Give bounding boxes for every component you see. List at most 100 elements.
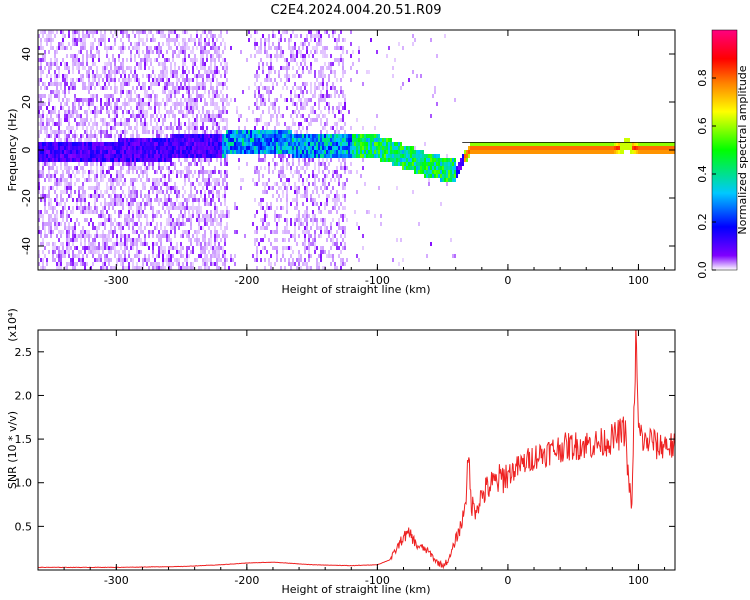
heatmap-cell — [164, 198, 166, 202]
heatmap-cell — [196, 234, 198, 238]
heatmap-cell — [336, 150, 338, 154]
heatmap-cell — [204, 66, 206, 70]
heatmap-cell — [212, 42, 214, 46]
heatmap-cell — [190, 78, 192, 82]
heatmap-cell — [150, 230, 152, 234]
heatmap-cell — [378, 186, 380, 190]
heatmap-cell — [38, 146, 40, 150]
heatmap-cell — [86, 34, 88, 38]
heatmap-cell — [112, 190, 114, 194]
heatmap-cell — [228, 102, 230, 106]
heatmap-cell — [196, 78, 198, 82]
heatmap-cell — [222, 138, 224, 142]
heatmap-cell — [68, 250, 70, 254]
heatmap-cell — [66, 102, 68, 106]
heatmap-cell — [306, 190, 308, 194]
heatmap-cell — [80, 230, 82, 234]
heatmap-cell — [362, 150, 364, 154]
heatmap-cell — [62, 42, 64, 46]
heatmap-cell — [54, 62, 56, 66]
heatmap-cell — [116, 178, 118, 182]
heatmap-cell — [168, 206, 170, 210]
heatmap-cell — [84, 178, 86, 182]
heatmap-cell — [208, 226, 210, 230]
heatmap-cell — [84, 170, 86, 174]
heatmap-cell — [198, 226, 200, 230]
heatmap-cell — [310, 142, 312, 146]
heatmap-cell — [346, 50, 348, 54]
heatmap-cell — [104, 46, 106, 50]
heatmap-cell — [344, 106, 346, 110]
heatmap-cell — [124, 30, 126, 34]
heatmap-cell — [64, 46, 66, 50]
heatmap-cell — [74, 190, 76, 194]
heatmap-cell — [160, 242, 162, 246]
heatmap-cell — [90, 218, 92, 222]
heatmap-cell — [252, 142, 254, 146]
heatmap-cell — [90, 186, 92, 190]
heatmap-cell — [92, 122, 94, 126]
heatmap-cell — [134, 70, 136, 74]
heatmap-cell — [44, 178, 46, 182]
heatmap-cell — [276, 206, 278, 210]
heatmap-cell — [268, 70, 270, 74]
heatmap-cell — [56, 234, 58, 238]
heatmap-cell — [170, 186, 172, 190]
heatmap-cell — [318, 82, 320, 86]
heatmap-cell — [278, 170, 280, 174]
heatmap-cell — [100, 134, 102, 138]
heatmap-cell — [202, 262, 204, 266]
heatmap-cell — [260, 98, 262, 102]
heatmap-cell — [202, 30, 204, 34]
heatmap-cell — [54, 170, 56, 174]
heatmap-cell — [170, 214, 172, 218]
heatmap-cell — [180, 154, 182, 158]
heatmap-cell — [238, 138, 240, 142]
heatmap-cell — [288, 182, 290, 186]
heatmap-cell — [142, 242, 144, 246]
heatmap-cell — [256, 142, 258, 146]
heatmap-cell — [160, 134, 162, 138]
heatmap-cell — [116, 170, 118, 174]
heatmap-cell — [114, 70, 116, 74]
heatmap-cell — [262, 70, 264, 74]
heatmap-cell — [316, 86, 318, 90]
heatmap-cell — [104, 70, 106, 74]
heatmap-cell — [144, 158, 146, 162]
heatmap-cell — [90, 134, 92, 138]
heatmap-cell — [284, 218, 286, 222]
heatmap-cell — [92, 226, 94, 230]
heatmap-cell — [92, 150, 94, 154]
heatmap-cell — [130, 158, 132, 162]
heatmap-cell — [174, 146, 176, 150]
heatmap-cell — [178, 258, 180, 262]
heatmap-cell — [52, 158, 54, 162]
heatmap-cell — [106, 266, 108, 270]
heatmap-cell — [114, 90, 116, 94]
heatmap-cell — [286, 70, 288, 74]
heatmap-cell — [48, 250, 50, 254]
heatmap-cell — [352, 150, 354, 154]
heatmap-cell — [130, 54, 132, 58]
heatmap-cell — [336, 202, 338, 206]
heatmap-cell — [306, 262, 308, 266]
heatmap-cell — [282, 150, 284, 154]
heatmap-cell — [206, 78, 208, 82]
heatmap-cell — [72, 238, 74, 242]
heatmap-cell — [56, 82, 58, 86]
heatmap-cell — [226, 206, 228, 210]
heatmap-cell — [186, 246, 188, 250]
heatmap-cell — [62, 218, 64, 222]
heatmap-cell — [204, 50, 206, 54]
heatmap-cell — [320, 90, 322, 94]
heatmap-cell — [122, 250, 124, 254]
heatmap-cell — [190, 154, 192, 158]
heatmap-cell — [76, 178, 78, 182]
heatmap-cell — [318, 266, 320, 270]
heatmap-cell — [148, 50, 150, 54]
heatmap-cell — [204, 62, 206, 66]
heatmap-cell — [266, 250, 268, 254]
heatmap-cell — [166, 38, 168, 42]
heatmap-cell — [54, 242, 56, 246]
heatmap-cell — [302, 202, 304, 206]
